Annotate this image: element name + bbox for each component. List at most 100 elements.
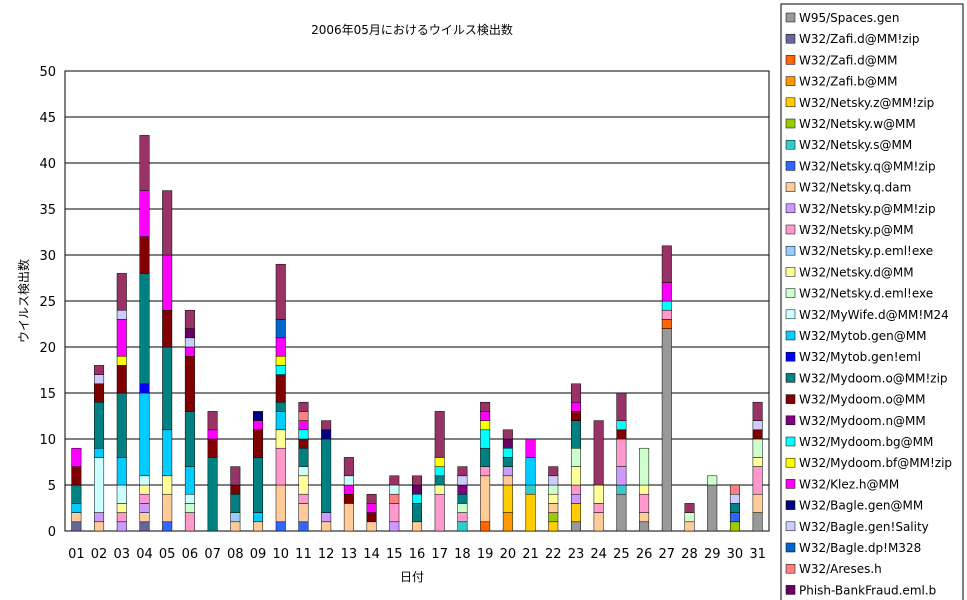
- legend-label: W32/Mydoom.n@MM: [799, 414, 926, 428]
- bar-segment-14-s29: [366, 493, 377, 504]
- bar-segment-05-s22: [162, 254, 173, 311]
- legend-label: W32/Netsky.s@MM: [799, 138, 912, 152]
- bar-segment-24-s12: [593, 484, 604, 504]
- bar-segment-10-s20: [275, 365, 286, 375]
- legend-label: W32/Bagle.dp!M328: [799, 541, 921, 555]
- bar-segment-16-s29: [412, 475, 422, 486]
- legend-label: Phish-BankFraud.eml.b: [799, 583, 936, 597]
- bar-segment-17-s21: [434, 457, 445, 467]
- legend-swatch: [785, 12, 796, 23]
- bar-segment-20-s3: [502, 512, 513, 532]
- chart-title: 2006年05月におけるウイルス検出数: [311, 22, 513, 37]
- bar-segment-09-s22: [253, 420, 264, 431]
- x-tick-label: 27: [659, 547, 676, 562]
- x-tick-label: 12: [318, 547, 335, 562]
- bar-segment-23-s0: [570, 521, 581, 532]
- bar-segment-11-s12: [298, 475, 309, 495]
- bar-segment-08-s29: [230, 466, 241, 486]
- legend-swatch: [785, 457, 796, 468]
- y-tick-label: 20: [39, 341, 56, 356]
- x-tick-label: 31: [749, 547, 766, 562]
- bar-segment-25-s6: [616, 484, 627, 495]
- bar-segment-11-s18: [298, 438, 309, 449]
- bar-segment-28-s29: [684, 503, 695, 513]
- bar-segment-06-s15: [184, 466, 195, 495]
- legend-swatch: [785, 267, 796, 277]
- legend-label: W32/Areses.h: [799, 562, 882, 576]
- bar-segment-05-s18: [162, 309, 173, 348]
- x-tick-label: 04: [136, 547, 153, 562]
- bar-segment-18-s10: [457, 512, 468, 523]
- y-tick-label: 15: [39, 387, 56, 402]
- bar-segment-07-s29: [207, 411, 218, 431]
- legend-label: W95/Spaces.gen: [799, 11, 899, 25]
- bar-segment-29-s0: [707, 484, 718, 532]
- bar-segment-07-s22: [207, 429, 218, 440]
- bar-segment-30-s7: [729, 512, 740, 523]
- bar-segment-23-s9: [570, 493, 581, 504]
- x-tick-label: 21: [522, 547, 539, 562]
- bar-segment-12-s23: [321, 429, 332, 440]
- legend-swatch: [785, 500, 796, 510]
- legend-swatch: [785, 436, 796, 447]
- bar-segment-02-s15: [94, 447, 105, 458]
- bar-segment-12-s29: [321, 420, 332, 431]
- x-tick-label: 13: [341, 547, 358, 562]
- legend-label: W32/Mydoom.o@MM: [799, 393, 926, 407]
- legend-label: W32/Netsky.p@MM: [799, 223, 914, 237]
- bar-segment-26-s12: [639, 484, 650, 495]
- legend-label: W32/Zafi.d@MM: [799, 53, 897, 67]
- bar-segment-17-s29: [434, 411, 445, 458]
- bar-segment-22-s4: [548, 521, 559, 532]
- bar-segment-02-s17: [94, 401, 105, 449]
- x-tick-label: 29: [704, 547, 721, 562]
- bar-segment-09-s8: [253, 521, 264, 532]
- y-tick-label: 5: [48, 479, 56, 494]
- bar-segment-19-s8: [480, 475, 491, 523]
- bar-segment-11-s10: [298, 493, 309, 504]
- bar-segment-01-s8: [71, 512, 82, 523]
- bar-segment-30-s17: [729, 503, 740, 513]
- x-axis-title: 日付: [400, 570, 424, 584]
- x-tick-label: 03: [114, 547, 131, 562]
- bar-segment-22-s5: [548, 512, 559, 523]
- legend-label: W32/Klez.h@MM: [799, 477, 899, 491]
- bar-segment-03-s15: [116, 457, 127, 486]
- bar-segment-10-s18: [275, 374, 286, 403]
- bar-segment-21-s6: [525, 484, 536, 495]
- bar-segment-27-s20: [661, 300, 672, 311]
- bar-segment-01-s1: [71, 521, 82, 532]
- bar-segment-02-s29: [94, 365, 105, 375]
- bar-segment-15-s29: [389, 475, 400, 486]
- x-tick-label: 26: [636, 547, 653, 562]
- legend-swatch: [785, 139, 796, 150]
- bar-segment-31-s12: [752, 457, 763, 467]
- bar-segment-03-s24: [116, 309, 127, 320]
- bar-segment-01-s22: [71, 447, 82, 467]
- legend-swatch: [785, 97, 796, 108]
- bar-segment-04-s10: [139, 493, 150, 504]
- bar-segment-04-s14: [139, 475, 150, 486]
- bar-segment-31-s10: [752, 466, 763, 495]
- legend-swatch: [785, 33, 796, 44]
- bar-segment-17-s10: [434, 493, 445, 532]
- bar-segment-19-s29: [480, 401, 491, 412]
- legend-swatch: [785, 118, 796, 129]
- legend-swatch: [785, 479, 796, 489]
- x-tick-label: 05: [159, 547, 176, 562]
- bar-segment-25-s10: [616, 438, 627, 467]
- legend: W95/Spaces.gen W32/Zafi.d@MM!zip W32/Zafi.…: [780, 3, 964, 600]
- bar-segment-06-s13: [184, 503, 195, 513]
- legend-swatch: [785, 203, 796, 214]
- x-tick-label: 30: [727, 547, 744, 562]
- bar-segment-12-s17: [321, 438, 332, 513]
- bar-segment-13-s28: [343, 475, 354, 486]
- bar-segment-04-s9: [139, 503, 150, 513]
- bar-segment-16-s17: [412, 503, 422, 523]
- bar-segment-06-s18: [184, 355, 195, 412]
- bar-segment-12-s9: [321, 512, 332, 523]
- legend-swatch: [785, 521, 796, 532]
- bar-segment-06-s10: [184, 512, 195, 532]
- bar-segment-23-s17: [570, 420, 581, 449]
- bar-segment-06-s22: [184, 346, 195, 357]
